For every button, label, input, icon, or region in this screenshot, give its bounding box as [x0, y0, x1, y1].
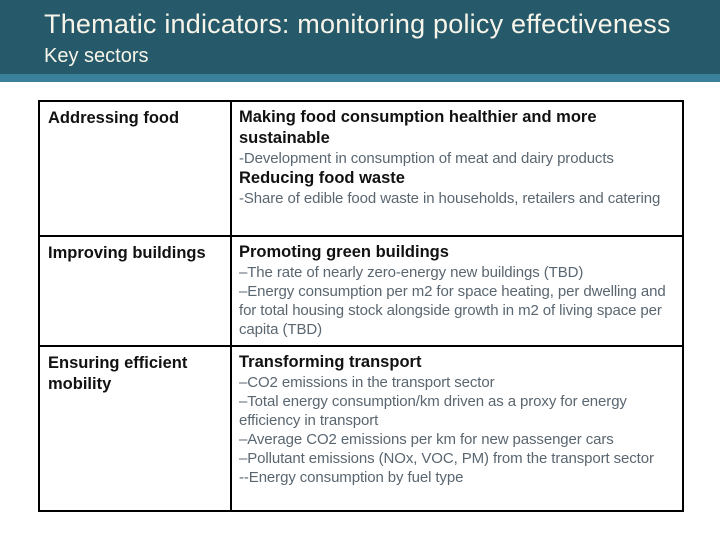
detail-heading: Reducing food waste: [239, 169, 405, 187]
detail-item: -Development in consumption of meat and …: [239, 150, 614, 167]
sectors-table: Addressing food Making food consumption h…: [38, 100, 684, 512]
page-title: Thematic indicators: monitoring policy e…: [44, 9, 671, 39]
details-cell: Promoting green buildings –The rate of ne…: [230, 235, 684, 347]
details-cell: Making food consumption healthier and mo…: [230, 100, 684, 237]
table-row: Ensuring efficient mobility Transforming …: [38, 345, 684, 512]
sector-cell: Addressing food: [38, 100, 232, 237]
sectors-table-body: Addressing food Making food consumption h…: [38, 100, 684, 512]
detail-item: --Energy consumption by fuel type: [239, 469, 464, 486]
detail-item: –Average CO2 emissions per km for new pa…: [239, 431, 614, 448]
table-row: Improving buildings Promoting green build…: [38, 235, 684, 347]
detail-item: –Pollutant emissions (NOx, VOC, PM) from…: [239, 450, 654, 467]
slide-header: Thematic indicators: monitoring policy e…: [0, 0, 720, 74]
accent-strip: [0, 74, 720, 82]
table-row: Addressing food Making food consumption h…: [38, 100, 684, 237]
detail-item: –CO2 emissions in the transport sector: [239, 374, 495, 391]
detail-item: –Total energy consumption/km driven as a…: [239, 393, 627, 429]
sector-label: Ensuring efficient mobility: [48, 354, 188, 393]
detail-heading: Promoting green buildings: [239, 243, 449, 261]
sector-cell: Ensuring efficient mobility: [38, 345, 232, 512]
sector-label: Addressing food: [48, 109, 180, 127]
detail-item: –The rate of nearly zero-energy new buil…: [239, 264, 584, 281]
detail-heading: Transforming transport: [239, 353, 422, 371]
sector-cell: Improving buildings: [38, 235, 232, 347]
detail-heading: Making food consumption healthier and mo…: [239, 108, 597, 147]
sector-label: Improving buildings: [48, 244, 206, 262]
detail-item: -Share of edible food waste in household…: [239, 190, 661, 207]
detail-item: –Energy consumption per m2 for space hea…: [239, 283, 666, 338]
page-subtitle: Key sectors: [44, 45, 149, 67]
details-cell: Transforming transport –CO2 emissions in …: [230, 345, 684, 512]
